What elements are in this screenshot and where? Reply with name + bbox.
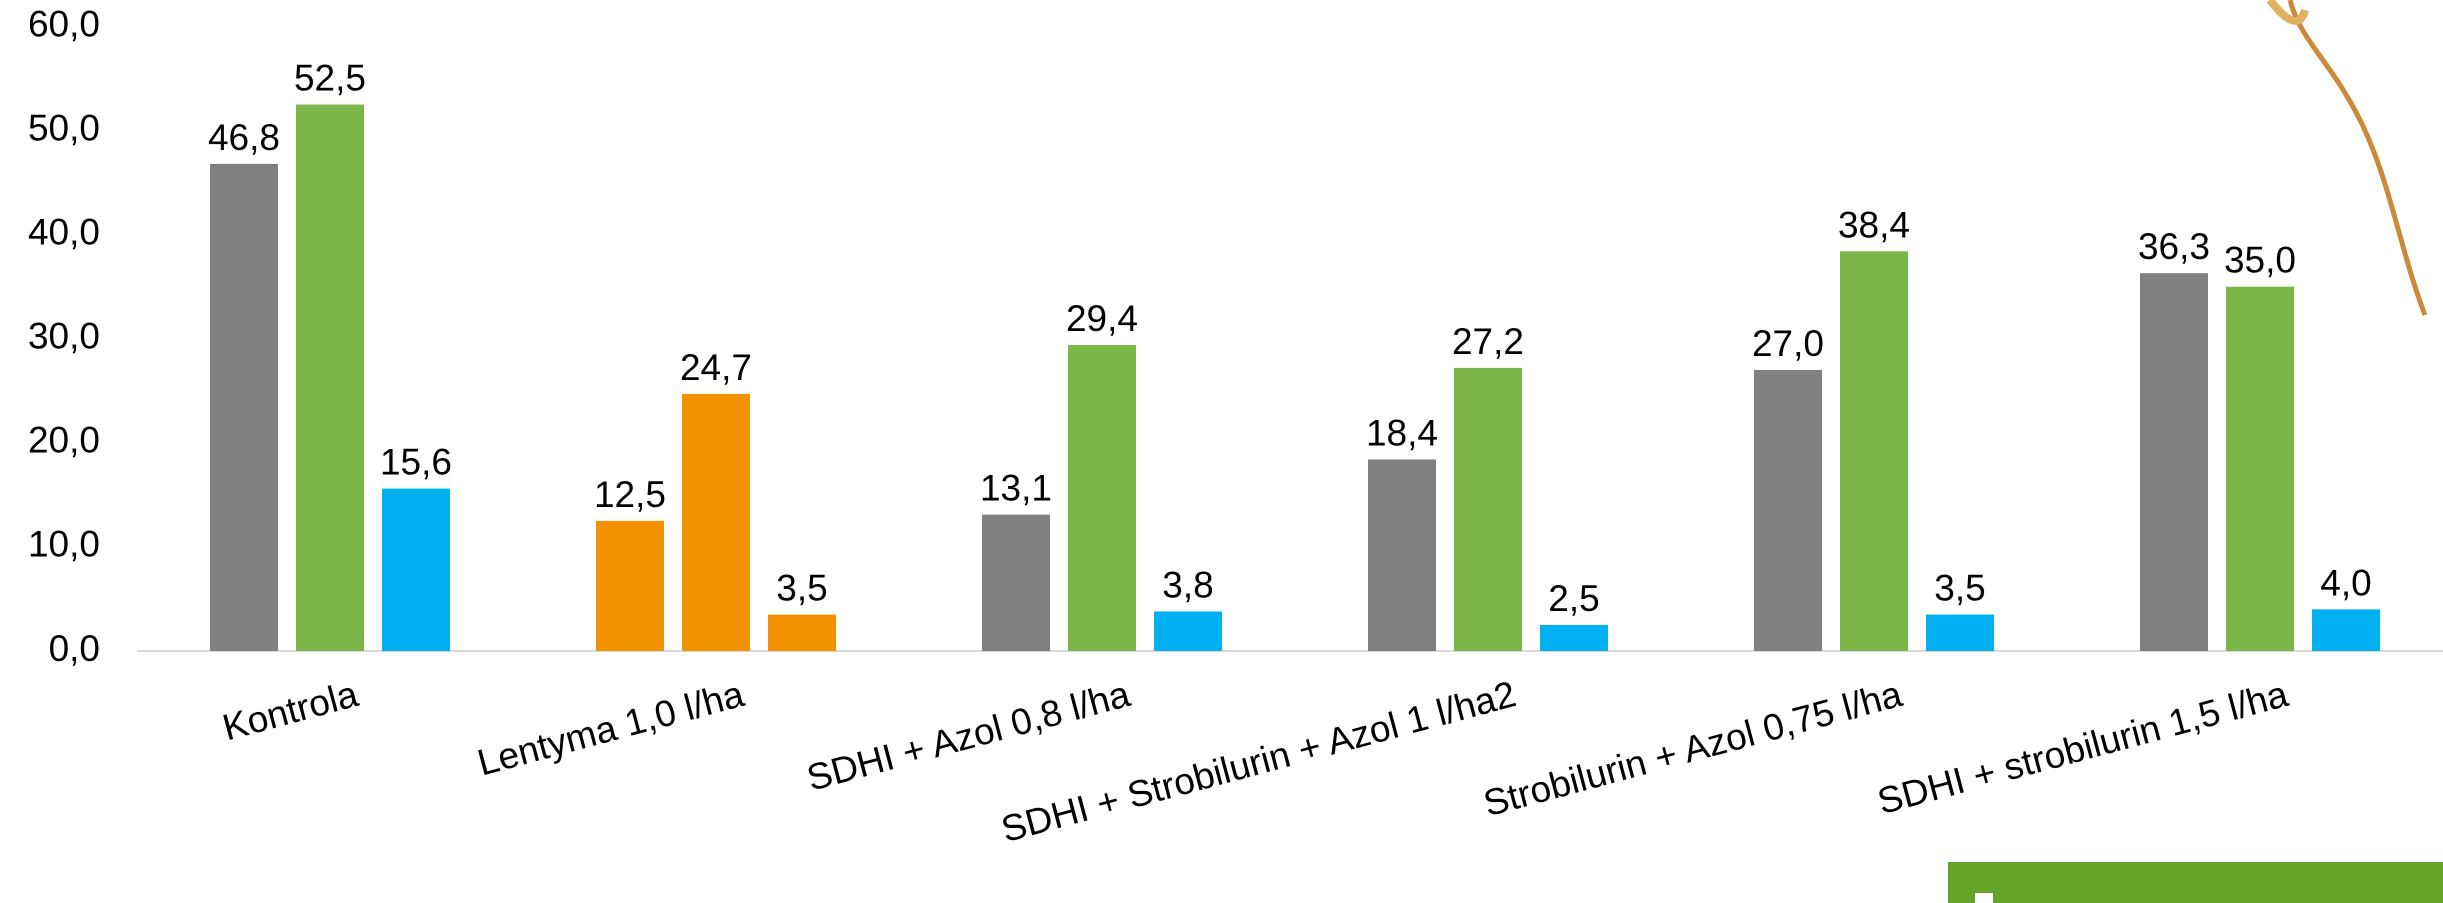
value-label: 13,1 (980, 468, 1052, 509)
value-label: 46,8 (208, 117, 280, 158)
value-label: 35,0 (2224, 240, 2296, 281)
bar (2312, 609, 2380, 651)
value-label: 3,5 (776, 568, 827, 609)
bar (1926, 615, 1994, 651)
value-label: 4,0 (2320, 562, 2371, 603)
value-label: 15,6 (380, 442, 452, 483)
bar (210, 164, 278, 651)
value-label: 12,5 (594, 474, 666, 515)
logo-box (1948, 862, 2443, 903)
x-tick-label: SDHI + Azol 0,8 l/ha (803, 673, 1135, 799)
value-label: 52,5 (294, 58, 366, 99)
value-label: 36,3 (2138, 226, 2210, 267)
page: {"chart_data": {"type": "bar", "categori… (0, 0, 2443, 903)
y-tick-label: 10,0 (28, 524, 100, 565)
bar (2226, 287, 2294, 651)
chart: 0,0 10,0 20,0 30,0 40,0 50,0 60,0 Kontrola 46,8 5… (0, 0, 2443, 903)
y-tick-label: 60,0 (28, 3, 100, 44)
value-label: 24,7 (680, 347, 752, 388)
bar (1368, 459, 1436, 651)
y-tick-label: 0,0 (49, 628, 100, 669)
value-label: 3,8 (1162, 564, 1213, 605)
bar (2140, 273, 2208, 651)
value-label: 27,2 (1452, 321, 1524, 362)
bar (768, 615, 836, 651)
value-label: 29,4 (1066, 298, 1138, 339)
bar (982, 515, 1050, 651)
bar (382, 489, 450, 651)
bar (1068, 345, 1136, 651)
x-tick-label: SDHI + strobilurin 1,5 l/ha (1873, 673, 2292, 822)
value-label: 38,4 (1838, 204, 1910, 245)
value-label: 27,0 (1752, 323, 1824, 364)
bar (1540, 625, 1608, 651)
y-tick-label: 20,0 (28, 420, 100, 461)
logo-mark (1975, 893, 1993, 903)
x-tick-label: Strobilurin + Azol 0,75 l/ha (1479, 673, 1906, 824)
wheat-decoration (2290, 0, 2425, 315)
y-tick-label: 50,0 (28, 107, 100, 148)
value-label: 3,5 (1934, 568, 1985, 609)
y-tick-label: 30,0 (28, 316, 100, 357)
value-label: 18,4 (1366, 412, 1438, 453)
wheat-ear (2270, 0, 2305, 21)
bar (1840, 251, 1908, 651)
value-label: 2,5 (1548, 578, 1599, 619)
bar (596, 521, 664, 651)
x-tick-label: Kontrola (218, 673, 362, 748)
bar (296, 105, 364, 651)
bar (1454, 368, 1522, 651)
bar (1754, 370, 1822, 651)
bar (1154, 611, 1222, 651)
y-tick-label: 40,0 (28, 211, 100, 252)
x-tick-label: Lentyma 1,0 l/ha (473, 673, 748, 784)
bar (682, 394, 750, 651)
